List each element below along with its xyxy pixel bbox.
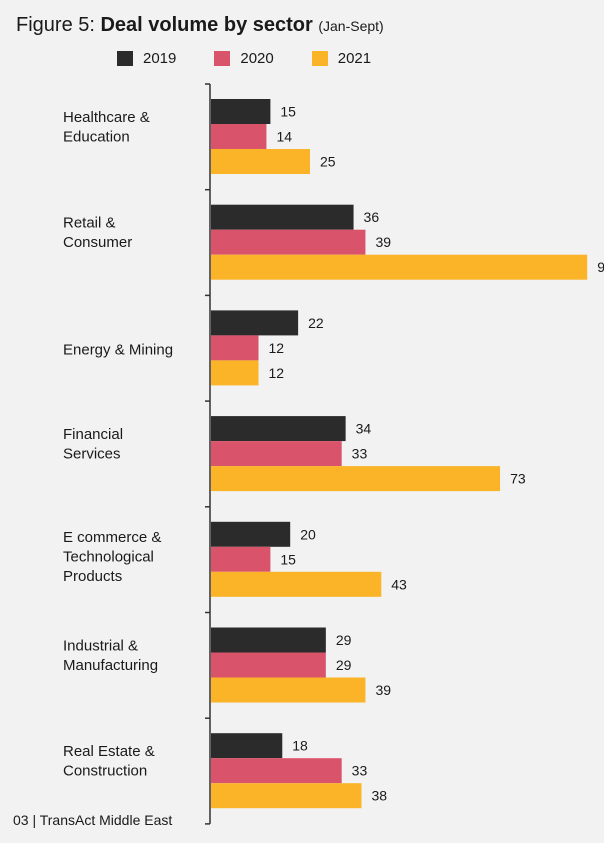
- page-footer: 03 | TransAct Middle East: [13, 812, 173, 828]
- bar-2019: [211, 204, 354, 230]
- legend-swatch: [214, 51, 231, 66]
- bar-2019: [211, 733, 283, 759]
- category-label-line: Energy & Mining: [63, 341, 173, 358]
- bar-2020: [211, 335, 259, 361]
- category-label-line: Technological: [63, 548, 154, 565]
- bar-2019: [211, 627, 326, 653]
- category-label: Healthcare & Education: [63, 109, 150, 146]
- bar-2020: [211, 758, 342, 784]
- bar-2021: [211, 149, 310, 174]
- data-label: 12: [269, 365, 285, 381]
- legend-item-2019: 2019: [117, 50, 176, 67]
- bar-2019: [211, 416, 346, 442]
- bar-2020: [211, 652, 326, 678]
- data-label: 33: [352, 763, 368, 779]
- category-label: Energy & Mining: [63, 341, 173, 358]
- bar-2019: [211, 521, 291, 547]
- data-label: 73: [510, 471, 526, 487]
- category-label-line: Industrial &: [63, 638, 138, 655]
- title-subtitle: (Jan-Sept): [318, 18, 384, 34]
- bar-2021: [211, 360, 259, 386]
- data-label: 39: [375, 234, 391, 250]
- chart-legend: 2019 2020 2021: [117, 50, 409, 67]
- data-label: 39: [375, 682, 391, 698]
- data-label: 15: [280, 551, 296, 567]
- bar-2020: [211, 229, 366, 255]
- data-label: 34: [356, 421, 372, 437]
- bar-2021: [211, 677, 366, 703]
- data-label: 25: [320, 154, 336, 170]
- category-label-line: Consumer: [63, 234, 132, 251]
- category-label: E commerce & Technological Products: [63, 529, 161, 585]
- data-label: 36: [364, 209, 380, 225]
- category-label-line: Manufacturing: [63, 657, 158, 674]
- legend-label: 2020: [240, 50, 274, 67]
- title-prefix: Figure 5:: [16, 14, 101, 36]
- bar-2021: [211, 571, 382, 597]
- data-label: 33: [352, 446, 368, 462]
- bar-2020: [211, 546, 271, 572]
- data-label: 15: [280, 104, 296, 120]
- legend-swatch: [117, 51, 133, 66]
- bar-2019: [211, 99, 271, 124]
- bar-2020: [211, 441, 342, 467]
- data-label: 22: [308, 315, 324, 331]
- data-label: 14: [276, 129, 292, 145]
- data-label: 20: [300, 526, 316, 542]
- category-label: Industrial & Manufacturing: [63, 638, 158, 675]
- legend-swatch: [311, 51, 328, 66]
- category-label-line: Retail &: [63, 215, 116, 232]
- title-main: Deal volume by sector: [100, 14, 313, 36]
- category-label-line: Real Estate &: [63, 743, 155, 760]
- legend-item-2021: 2021: [311, 50, 372, 67]
- data-label: 12: [269, 340, 285, 356]
- category-label: Real Estate & Construction: [63, 743, 155, 780]
- data-label: 95: [597, 259, 604, 275]
- legend-label: 2021: [337, 50, 372, 67]
- data-label: 29: [336, 657, 352, 673]
- legend-label: 2019: [143, 50, 177, 67]
- bar-2019: [211, 310, 299, 336]
- category-label-line: Financial: [63, 426, 123, 443]
- category-label-line: Products: [63, 568, 122, 585]
- category-label: Financial Services: [63, 426, 123, 463]
- category-label-line: Construction: [63, 763, 147, 780]
- data-label: 18: [292, 738, 308, 754]
- data-label: 43: [391, 576, 407, 592]
- category-label-line: E commerce &: [63, 529, 161, 546]
- category-label-line: Services: [63, 446, 121, 463]
- chart-title: Figure 5: Deal volume by sector (Jan-Sep…: [16, 14, 384, 37]
- legend-item-2020: 2020: [214, 50, 274, 67]
- category-label-line: Healthcare &: [63, 109, 150, 126]
- bar-2020: [211, 124, 267, 149]
- category-label: Retail & Consumer: [63, 215, 132, 252]
- bar-2021: [211, 254, 588, 280]
- bar-2021: [211, 466, 501, 492]
- data-label: 29: [336, 632, 352, 648]
- bar-2021: [211, 783, 362, 809]
- category-label-line: Education: [63, 129, 130, 146]
- data-label: 38: [371, 788, 387, 804]
